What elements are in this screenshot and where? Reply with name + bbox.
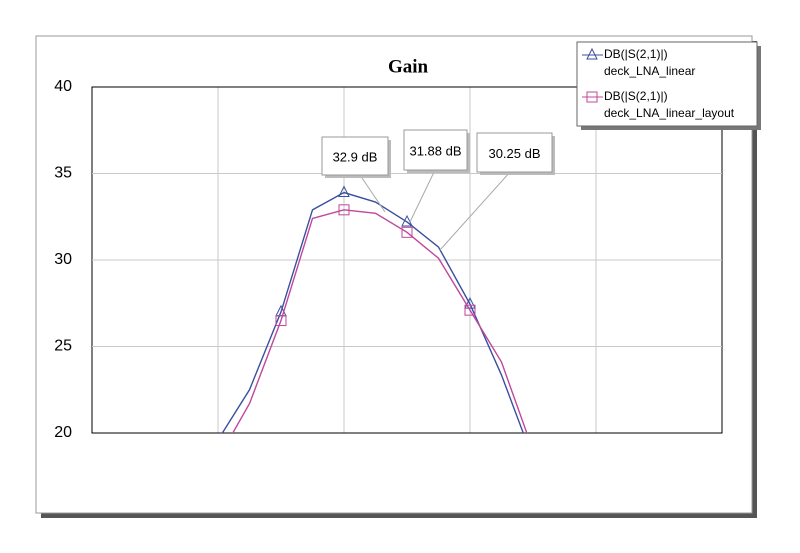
- legend-sublabel: deck_LNA_linear_layout: [604, 106, 735, 120]
- series-line: [231, 209, 528, 433]
- annotation-box: [321, 136, 389, 176]
- annotation-box: [476, 132, 553, 173]
- y-tick-label: 30: [54, 251, 72, 268]
- y-tick-label: 20: [54, 424, 72, 441]
- annotation-text: 31.88 dB: [409, 143, 461, 158]
- chart-title: Gain: [388, 56, 429, 77]
- annotation-text: 30.25 dB: [488, 146, 540, 161]
- legend-label: DB(|S(2,1)|): [604, 89, 668, 103]
- y-tick-label: 35: [54, 165, 72, 182]
- marker: [338, 185, 350, 198]
- plot-lines: [221, 185, 528, 433]
- annotation-box: [403, 129, 468, 171]
- y-tick-label: 25: [54, 338, 72, 355]
- legend-box: [576, 41, 758, 127]
- annotation-leader: [439, 171, 511, 251]
- marker: [401, 226, 413, 238]
- y-tick-label: 40: [54, 78, 72, 95]
- marker: [338, 204, 350, 216]
- annotation-text: 32.9 dB: [333, 149, 378, 164]
- legend-label: DB(|S(2,1)|): [604, 47, 668, 61]
- legend-sublabel: deck_LNA_linear: [604, 64, 695, 78]
- marker: [464, 304, 476, 316]
- marker: [401, 214, 413, 227]
- marker: [275, 315, 287, 327]
- legend-marker: [586, 91, 598, 103]
- legend-marker: [586, 47, 598, 60]
- annotation-leader: [409, 169, 436, 223]
- annotation-leader: [359, 174, 386, 213]
- marker: [464, 296, 476, 309]
